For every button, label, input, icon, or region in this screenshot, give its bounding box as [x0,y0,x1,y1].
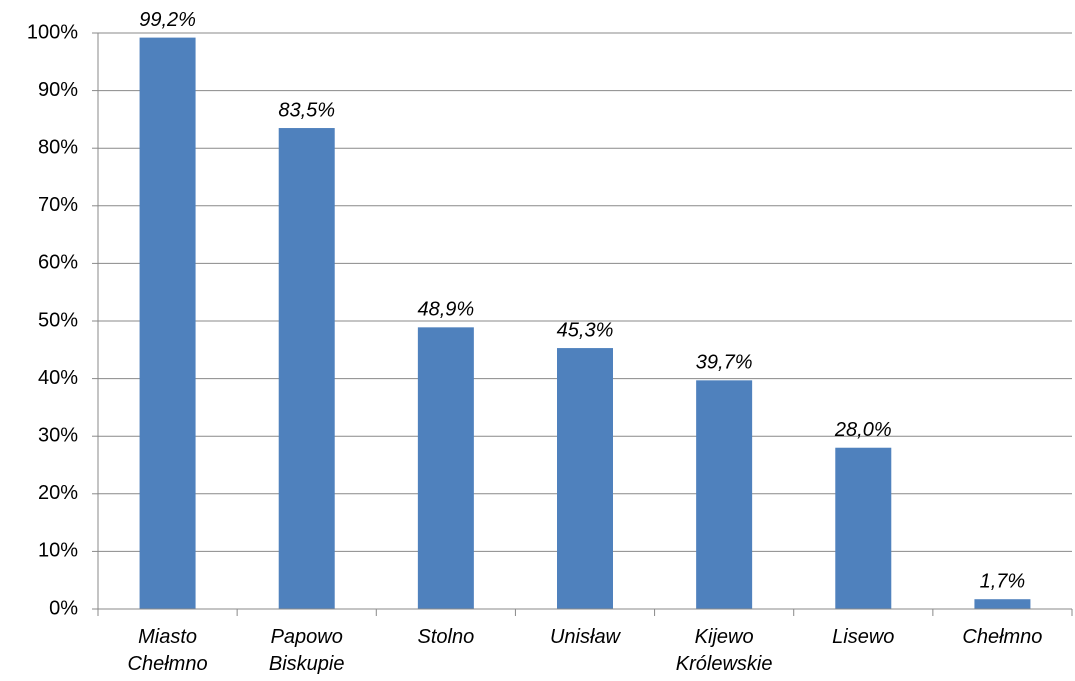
bar [974,599,1031,609]
value-label: 99,2% [139,9,196,31]
x-tick-label: Miasto Chełmno [127,626,208,675]
y-tick-label: 30% [38,424,78,446]
bar [557,348,613,609]
x-tick-label: Stolno [417,626,475,648]
y-tick-label: 80% [38,136,78,158]
bar [139,37,196,609]
value-label: 39,7% [696,352,753,374]
value-label: 1,7% [980,570,1026,592]
y-tick-label: 70% [38,194,78,216]
bar [835,447,892,609]
y-tick-label: 100% [27,21,78,43]
y-tick-label: 10% [38,540,78,562]
value-label: 45,3% [557,319,614,341]
y-tick-label: 50% [38,309,78,331]
y-tick-label: 0% [49,597,78,619]
bar [417,327,474,609]
bar [278,128,335,610]
value-label: 83,5% [278,99,335,121]
y-tick-label: 90% [38,79,78,101]
y-tick-label: 20% [38,482,78,504]
value-label: 28,0% [834,419,892,441]
value-label: 48,9% [417,299,474,321]
bar [696,380,753,609]
x-tick-label: Kijewo Królewskie [675,626,773,675]
y-tick-label: 60% [38,252,78,274]
x-tick-label: Lisewo [832,626,895,648]
x-tick-label: Chełmno [962,626,1043,648]
x-tick-label: Papowo Biskupie [268,626,345,675]
x-tick-label: Unisław [549,626,621,648]
y-tick-label: 40% [38,367,78,389]
